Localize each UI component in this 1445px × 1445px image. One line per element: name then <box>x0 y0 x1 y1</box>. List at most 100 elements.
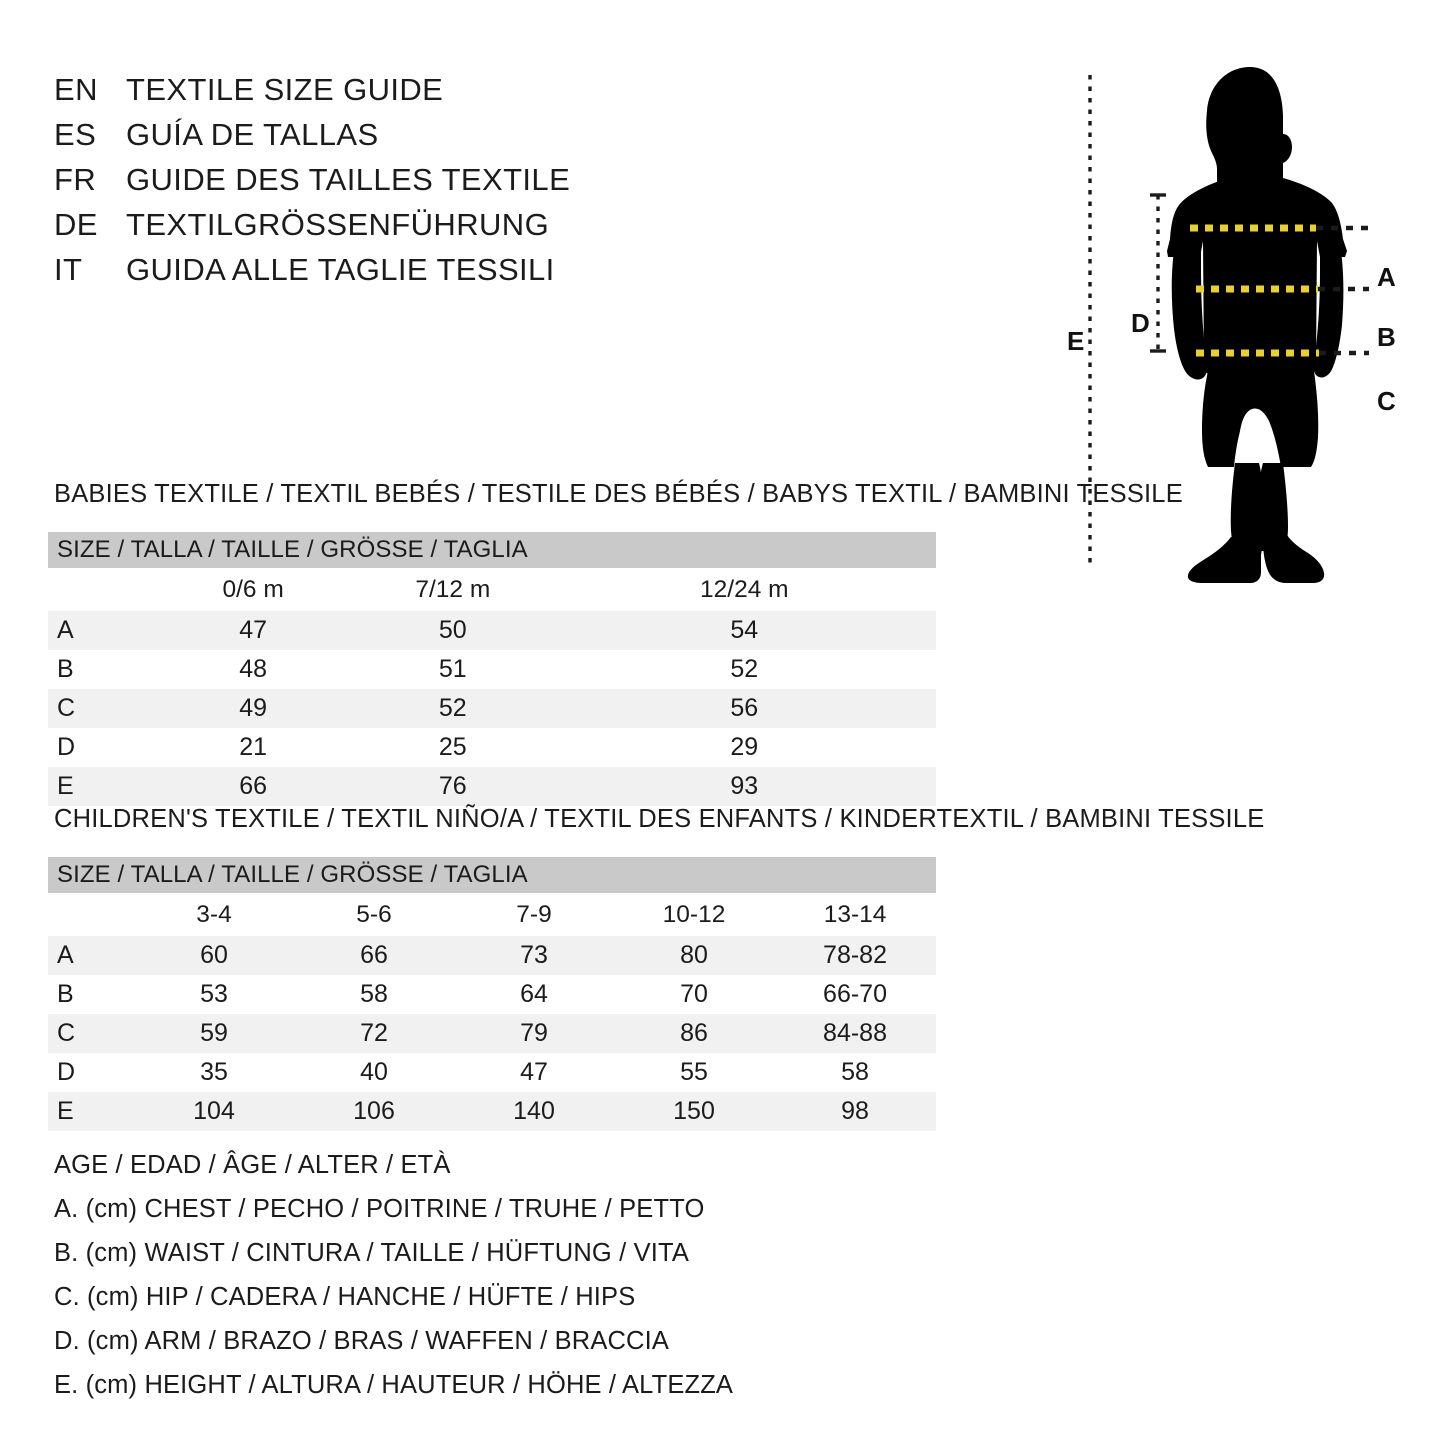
language-row-it: IT GUIDA ALLE TAGLIE TESSILI <box>54 252 694 297</box>
children-cell-d-1: 40 <box>294 1053 454 1092</box>
children-section-title: CHILDREN'S TEXTILE / TEXTIL NIÑO/A / TEX… <box>54 805 1265 833</box>
children-cell-b-0: 53 <box>134 975 294 1014</box>
children-cell-d-2: 47 <box>454 1053 614 1092</box>
babies-cell-a-0: 47 <box>153 611 353 650</box>
babies-row-label-c: C <box>48 689 154 728</box>
table-row: E 104 106 140 150 98 <box>48 1092 937 1131</box>
figure-label-b: B <box>1377 322 1396 352</box>
babies-row-label-a: A <box>48 611 154 650</box>
children-cell-b-4: 66-70 <box>774 975 937 1014</box>
babies-column-headers: 0/6 m 7/12 m 12/24 m <box>48 568 936 611</box>
babies-cell-c-2: 56 <box>552 689 936 728</box>
language-row-de: DE TEXTILGRÖSSENFÜHRUNG <box>54 207 694 252</box>
babies-cell-e-0: 66 <box>153 767 353 806</box>
table-row: B 53 58 64 70 66-70 <box>48 975 937 1014</box>
children-col-header-0: 3-4 <box>134 893 294 936</box>
children-size-table: SIZE / TALLA / TAILLE / GRÖSSE / TAGLIA … <box>48 857 937 1131</box>
children-cell-c-2: 79 <box>454 1014 614 1053</box>
language-code-es: ES <box>54 117 97 152</box>
babies-cell-d-0: 21 <box>153 728 353 767</box>
babies-cell-b-1: 51 <box>352 650 553 689</box>
figure-label-a: A <box>1377 262 1396 292</box>
children-corner-cell <box>48 893 134 936</box>
language-text-en: TEXTILE SIZE GUIDE <box>126 72 444 107</box>
babies-cell-e-2: 93 <box>552 767 936 806</box>
babies-row-label-d: D <box>48 728 154 767</box>
table-row: E 66 76 93 <box>48 767 936 806</box>
children-cell-a-4: 78-82 <box>774 936 937 975</box>
children-col-header-2: 7-9 <box>454 893 614 936</box>
table-row: A 47 50 54 <box>48 611 936 650</box>
language-code-fr: FR <box>54 162 97 197</box>
children-cell-e-3: 150 <box>614 1092 774 1131</box>
children-cell-c-1: 72 <box>294 1014 454 1053</box>
language-code-it: IT <box>54 252 83 287</box>
table-row: C 59 72 79 86 84-88 <box>48 1014 937 1053</box>
babies-cell-d-2: 29 <box>552 728 936 767</box>
children-cell-c-3: 86 <box>614 1014 774 1053</box>
babies-row-label-b: B <box>48 650 154 689</box>
measurement-legend: AGE / EDAD / ÂGE / ALTER / ETÀ A. (cm) C… <box>54 1143 854 1407</box>
language-text-it: GUIDA ALLE TAGLIE TESSILI <box>126 252 555 287</box>
language-text-es: GUÍA DE TALLAS <box>126 117 379 152</box>
children-cell-e-4: 98 <box>774 1092 937 1131</box>
figure-label-d: D <box>1131 308 1150 338</box>
babies-cell-a-2: 54 <box>552 611 936 650</box>
table-row: D 35 40 47 55 58 <box>48 1053 937 1092</box>
children-col-header-1: 5-6 <box>294 893 454 936</box>
children-col-header-4: 13-14 <box>774 893 937 936</box>
children-row-label-e: E <box>48 1092 134 1131</box>
babies-cell-b-0: 48 <box>153 650 353 689</box>
babies-cell-c-0: 49 <box>153 689 353 728</box>
children-cell-c-0: 59 <box>134 1014 294 1053</box>
table-row: C 49 52 56 <box>48 689 936 728</box>
child-silhouette-diagram <box>1088 67 1369 583</box>
children-row-label-b: B <box>48 975 134 1014</box>
language-row-es: ES GUÍA DE TALLAS <box>54 117 694 162</box>
children-cell-e-1: 106 <box>294 1092 454 1131</box>
legend-row-chest: A. (cm) CHEST / PECHO / POITRINE / TRUHE… <box>54 1195 705 1223</box>
babies-row-label-e: E <box>48 767 154 806</box>
babies-col-header-0: 0/6 m <box>153 568 353 611</box>
legend-row-height: E. (cm) HEIGHT / ALTURA / HAUTEUR / HÖHE… <box>54 1371 734 1399</box>
legend-row-arm: D. (cm) ARM / BRAZO / BRAS / WAFFEN / BR… <box>54 1327 670 1355</box>
language-code-en: EN <box>54 72 98 107</box>
babies-cell-c-1: 52 <box>352 689 553 728</box>
children-cell-d-0: 35 <box>134 1053 294 1092</box>
language-code-de: DE <box>54 207 98 242</box>
children-cell-c-4: 84-88 <box>774 1014 937 1053</box>
language-row-fr: FR GUIDE DES TAILLES TEXTILE <box>54 162 694 207</box>
babies-col-header-1: 7/12 m <box>352 568 553 611</box>
babies-cell-d-1: 25 <box>352 728 553 767</box>
table-row: B 48 51 52 <box>48 650 936 689</box>
children-cell-b-1: 58 <box>294 975 454 1014</box>
babies-section-title: BABIES TEXTILE / TEXTIL BEBÉS / TESTILE … <box>54 480 1183 508</box>
babies-cell-e-1: 76 <box>352 767 553 806</box>
children-col-header-3: 10-12 <box>614 893 774 936</box>
measurement-figure-panel: E D A B C <box>1045 45 1445 585</box>
figure-label-e: E <box>1067 326 1085 356</box>
babies-table-header-bar: SIZE / TALLA / TAILLE / GRÖSSE / TAGLIA <box>48 532 936 568</box>
babies-cell-b-2: 52 <box>552 650 936 689</box>
children-cell-a-3: 80 <box>614 936 774 975</box>
children-cell-a-2: 73 <box>454 936 614 975</box>
figure-label-c: C <box>1377 386 1396 416</box>
children-table-header-bar: SIZE / TALLA / TAILLE / GRÖSSE / TAGLIA <box>48 857 937 893</box>
children-row-label-a: A <box>48 936 134 975</box>
legend-row-age: AGE / EDAD / ÂGE / ALTER / ETÀ <box>54 1151 451 1179</box>
children-row-label-d: D <box>48 1053 134 1092</box>
children-cell-a-1: 66 <box>294 936 454 975</box>
table-row: A 60 66 73 80 78-82 <box>48 936 937 975</box>
language-text-de: TEXTILGRÖSSENFÜHRUNG <box>126 207 550 242</box>
language-text-fr: GUIDE DES TAILLES TEXTILE <box>126 162 571 197</box>
babies-corner-cell <box>48 568 154 611</box>
children-cell-e-2: 140 <box>454 1092 614 1131</box>
children-header-bar-label: SIZE / TALLA / TAILLE / GRÖSSE / TAGLIA <box>48 857 937 893</box>
legend-row-hip: C. (cm) HIP / CADERA / HANCHE / HÜFTE / … <box>54 1283 636 1311</box>
language-row-en: EN TEXTILE SIZE GUIDE <box>54 72 694 117</box>
children-cell-e-0: 104 <box>134 1092 294 1131</box>
babies-size-table: SIZE / TALLA / TAILLE / GRÖSSE / TAGLIA … <box>48 532 936 806</box>
language-header-block: EN TEXTILE SIZE GUIDE ES GUÍA DE TALLAS … <box>54 72 694 297</box>
silhouette-body <box>1167 67 1347 583</box>
children-column-headers: 3-4 5-6 7-9 10-12 13-14 <box>48 893 937 936</box>
